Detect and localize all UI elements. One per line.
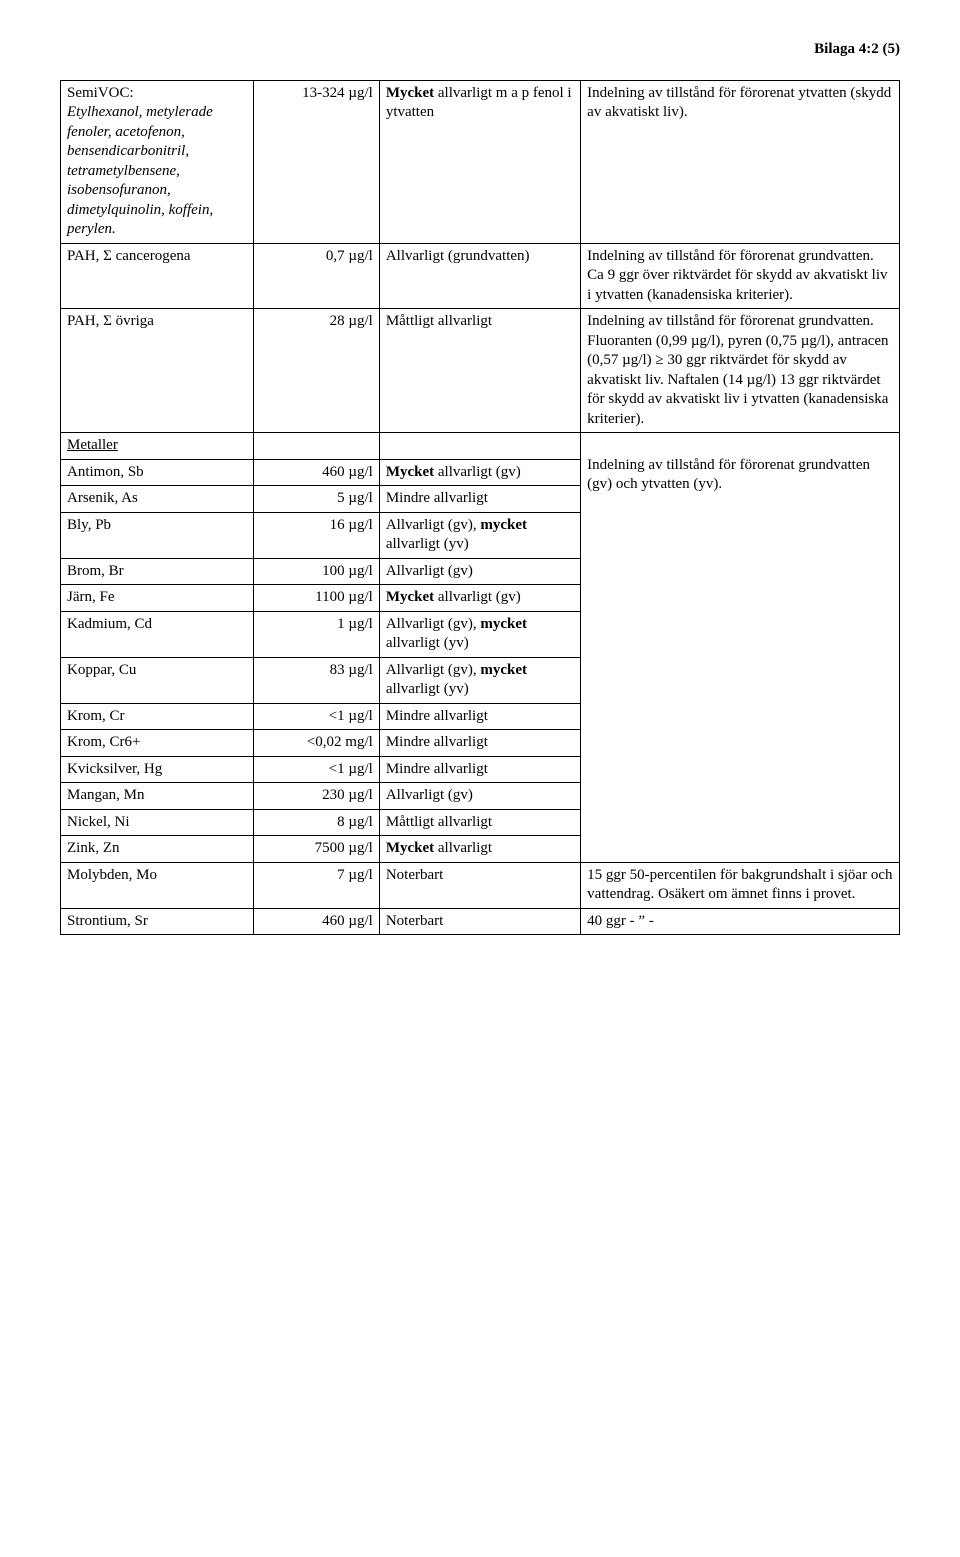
cell-conc: 460 µg/l bbox=[253, 908, 379, 935]
cell-rating: Allvarligt (gv), mycket allvarligt (yv) bbox=[379, 657, 580, 703]
cell-name: Järn, Fe bbox=[61, 585, 254, 612]
cell-rating: Måttligt allvarligt bbox=[379, 309, 580, 433]
cell-conc: 83 µg/l bbox=[253, 657, 379, 703]
cell-metaller: Metaller bbox=[61, 433, 254, 460]
cell-name: Kadmium, Cd bbox=[61, 611, 254, 657]
page-header: Bilaga 4:2 (5) bbox=[60, 40, 900, 60]
cell-metals-note: Indelning av tillstånd för förorenat gru… bbox=[581, 433, 900, 863]
rating-c: allvarligt (yv) bbox=[386, 536, 469, 552]
cell-name: Antimon, Sb bbox=[61, 459, 254, 486]
cell-note: Indelning av tillstånd för förorenat gru… bbox=[581, 243, 900, 309]
cell-name: Brom, Br bbox=[61, 558, 254, 585]
cell-name: PAH, Σ övriga bbox=[61, 309, 254, 433]
rating-bold: Mycket bbox=[386, 589, 434, 605]
cell-rating: Allvarligt (gv) bbox=[379, 558, 580, 585]
rating-a: Allvarligt (gv), bbox=[386, 616, 481, 632]
cell-name: Kvicksilver, Hg bbox=[61, 756, 254, 783]
contaminants-table: SemiVOC: Etylhexanol, metylerade fenoler… bbox=[60, 80, 900, 936]
cell-name: Mangan, Mn bbox=[61, 783, 254, 810]
cell-conc: 0,7 µg/l bbox=[253, 243, 379, 309]
cell-conc: 460 µg/l bbox=[253, 459, 379, 486]
cell-conc: 230 µg/l bbox=[253, 783, 379, 810]
rating-bold: Mycket bbox=[386, 464, 434, 480]
cell-rating: Mindre allvarligt bbox=[379, 756, 580, 783]
semivoc-detail: Etylhexanol, metylerade fenoler, acetofe… bbox=[67, 104, 213, 237]
row-strontium: Strontium, Sr 460 µg/l Noterbart 40 ggr … bbox=[61, 908, 900, 935]
cell-rating: Måttligt allvarligt bbox=[379, 809, 580, 836]
cell-conc: 5 µg/l bbox=[253, 486, 379, 513]
cell-name: SemiVOC: Etylhexanol, metylerade fenoler… bbox=[61, 80, 254, 243]
cell-note: 15 ggr 50-percentilen för bakgrundshalt … bbox=[581, 862, 900, 908]
rating-rest: allvarligt (gv) bbox=[434, 464, 521, 480]
cell-conc: 16 µg/l bbox=[253, 512, 379, 558]
row-pah-ovriga: PAH, Σ övriga 28 µg/l Måttligt allvarlig… bbox=[61, 309, 900, 433]
cell-conc: 8 µg/l bbox=[253, 809, 379, 836]
cell-name: Koppar, Cu bbox=[61, 657, 254, 703]
cell-rating: Mindre allvarligt bbox=[379, 703, 580, 730]
cell-conc: 7500 µg/l bbox=[253, 836, 379, 863]
row-semivoc: SemiVOC: Etylhexanol, metylerade fenoler… bbox=[61, 80, 900, 243]
cell-name: Bly, Pb bbox=[61, 512, 254, 558]
rating-rest: allvarligt bbox=[434, 840, 492, 856]
cell-conc: <1 µg/l bbox=[253, 703, 379, 730]
cell-name: Krom, Cr bbox=[61, 703, 254, 730]
rating-a: Allvarligt (gv), bbox=[386, 662, 481, 678]
row-molybden: Molybden, Mo 7 µg/l Noterbart 15 ggr 50-… bbox=[61, 862, 900, 908]
cell-conc: 7 µg/l bbox=[253, 862, 379, 908]
cell-rating: Mycket allvarligt (gv) bbox=[379, 585, 580, 612]
cell-empty bbox=[253, 433, 379, 460]
cell-conc: 100 µg/l bbox=[253, 558, 379, 585]
rating-rest: allvarligt (gv) bbox=[434, 589, 521, 605]
cell-rating: Mycket allvarligt (gv) bbox=[379, 459, 580, 486]
cell-rating: Mindre allvarligt bbox=[379, 486, 580, 513]
metaller-label: Metaller bbox=[67, 437, 118, 453]
cell-rating: Mycket allvarligt m a p fenol i ytvatten bbox=[379, 80, 580, 243]
rating-c: allvarligt (yv) bbox=[386, 681, 469, 697]
cell-name: Molybden, Mo bbox=[61, 862, 254, 908]
cell-rating: Allvarligt (gv) bbox=[379, 783, 580, 810]
cell-empty bbox=[379, 433, 580, 460]
rating-b: mycket bbox=[480, 662, 527, 678]
cell-conc: <0,02 mg/l bbox=[253, 730, 379, 757]
cell-rating: Noterbart bbox=[379, 862, 580, 908]
cell-conc: 28 µg/l bbox=[253, 309, 379, 433]
cell-rating: Mindre allvarligt bbox=[379, 730, 580, 757]
cell-note: 40 ggr - ” - bbox=[581, 908, 900, 935]
cell-name: PAH, Σ cancerogena bbox=[61, 243, 254, 309]
cell-rating: Allvarligt (grundvatten) bbox=[379, 243, 580, 309]
rating-bold: Mycket bbox=[386, 840, 434, 856]
rating-a: Allvarligt (gv), bbox=[386, 517, 481, 533]
row-metaller-heading: Metaller Indelning av tillstånd för föro… bbox=[61, 433, 900, 460]
cell-name: Zink, Zn bbox=[61, 836, 254, 863]
rating-c: allvarligt (yv) bbox=[386, 635, 469, 651]
row-pah-cancerogena: PAH, Σ cancerogena 0,7 µg/l Allvarligt (… bbox=[61, 243, 900, 309]
cell-name: Nickel, Ni bbox=[61, 809, 254, 836]
cell-conc: 13-324 µg/l bbox=[253, 80, 379, 243]
cell-rating: Allvarligt (gv), mycket allvarligt (yv) bbox=[379, 512, 580, 558]
cell-name: Krom, Cr6+ bbox=[61, 730, 254, 757]
cell-note: Indelning av tillstånd för förorenat gru… bbox=[581, 309, 900, 433]
cell-conc: <1 µg/l bbox=[253, 756, 379, 783]
rating-bold: Mycket bbox=[386, 85, 434, 101]
semivoc-name: SemiVOC: bbox=[67, 85, 134, 101]
cell-rating: Mycket allvarligt bbox=[379, 836, 580, 863]
cell-conc: 1100 µg/l bbox=[253, 585, 379, 612]
rating-b: mycket bbox=[480, 616, 527, 632]
metals-note: Indelning av tillstånd för förorenat gru… bbox=[587, 457, 870, 493]
cell-name: Arsenik, As bbox=[61, 486, 254, 513]
rating-b: mycket bbox=[480, 517, 527, 533]
cell-conc: 1 µg/l bbox=[253, 611, 379, 657]
cell-note: Indelning av tillstånd för förorenat ytv… bbox=[581, 80, 900, 243]
cell-rating: Noterbart bbox=[379, 908, 580, 935]
cell-rating: Allvarligt (gv), mycket allvarligt (yv) bbox=[379, 611, 580, 657]
cell-name: Strontium, Sr bbox=[61, 908, 254, 935]
